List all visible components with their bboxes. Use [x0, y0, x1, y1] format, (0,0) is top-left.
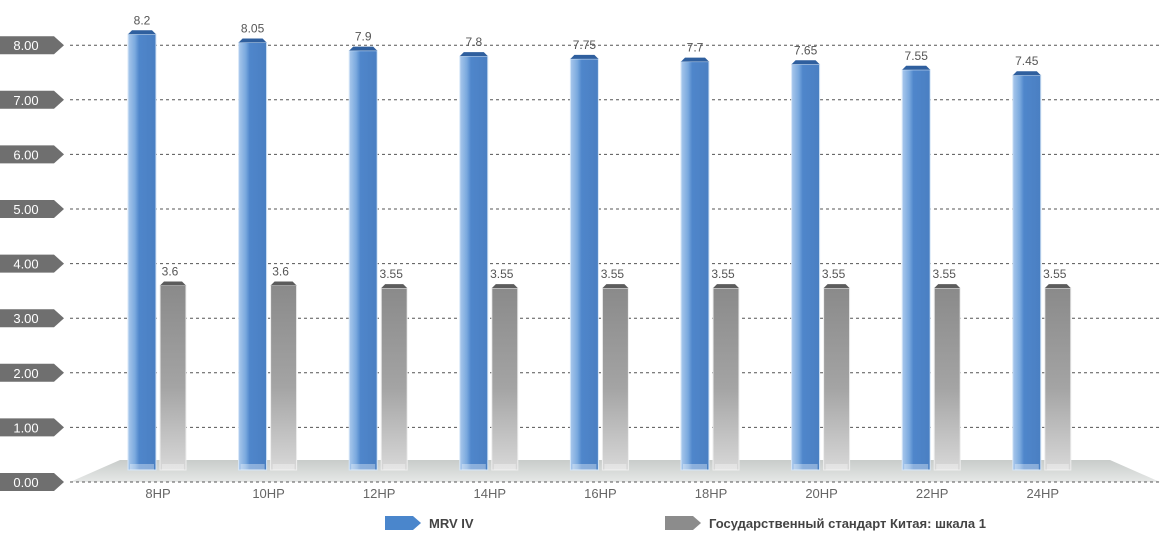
- bar-mrv-iv: [459, 52, 489, 471]
- y-tick-badge: [0, 473, 64, 491]
- legend-swatch: [385, 516, 421, 530]
- bar-mrv-iv: [348, 46, 378, 471]
- chart-floor: [70, 460, 1160, 482]
- data-label-china-standard: 3.6: [162, 264, 179, 278]
- data-label-china-standard: 3.55: [711, 267, 735, 281]
- y-tick-badge: [0, 363, 64, 382]
- y-tick-label: 4.00: [13, 257, 38, 272]
- data-label-mrv-iv: 7.65: [794, 43, 818, 57]
- x-tick-label: 14HP: [474, 486, 507, 501]
- x-tick-label: 18HP: [695, 486, 728, 501]
- legend-label: MRV IV: [429, 516, 474, 531]
- y-tick-label: 5.00: [13, 202, 38, 217]
- y-tick-label: 8.00: [13, 38, 38, 53]
- bar-mrv-iv: [127, 30, 157, 471]
- data-label-china-standard: 3.55: [380, 267, 404, 281]
- legend-item-china-standard: Государственный стандарт Китая: шкала 1: [665, 516, 986, 531]
- data-label-mrv-iv: 7.7: [687, 41, 704, 55]
- y-tick-label: 6.00: [13, 147, 38, 162]
- bar-china-standard: [712, 284, 740, 471]
- y-tick-badge: [0, 90, 64, 109]
- x-tick-label: 20HP: [805, 486, 838, 501]
- bar-china-standard: [159, 281, 187, 471]
- data-label-china-standard: 3.6: [272, 264, 289, 278]
- y-tick-badge: [0, 254, 64, 273]
- legend-label: Государственный стандарт Китая: шкала 1: [709, 516, 986, 531]
- y-tick-badge: [0, 36, 64, 55]
- y-tick-badge: [0, 418, 64, 437]
- y-tick-badge: [0, 145, 64, 164]
- y-tick-badge: [0, 309, 64, 328]
- data-label-china-standard: 3.55: [490, 267, 514, 281]
- data-label-china-standard: 3.55: [933, 267, 957, 281]
- data-label-mrv-iv: 7.75: [573, 38, 597, 52]
- y-tick-label: 0.00: [13, 475, 38, 490]
- legend-swatch: [665, 516, 701, 530]
- y-tick-label: 2.00: [13, 366, 38, 381]
- data-label-mrv-iv: 8.2: [134, 13, 151, 27]
- bar-mrv-iv: [238, 38, 268, 471]
- data-label-china-standard: 3.55: [822, 267, 846, 281]
- bar-china-standard: [601, 284, 629, 471]
- bar-china-standard: [270, 281, 298, 471]
- y-tick-label: 1.00: [13, 420, 38, 435]
- y-tick-badge: [0, 200, 64, 218]
- bar-mrv-iv: [791, 60, 821, 471]
- x-tick-label: 10HP: [252, 486, 285, 501]
- data-label-china-standard: 3.55: [1043, 267, 1067, 281]
- bar-mrv-iv: [680, 57, 710, 471]
- x-tick-label: 12HP: [363, 486, 396, 501]
- bar-mrv-iv: [901, 65, 931, 471]
- data-label-mrv-iv: 7.9: [355, 30, 372, 44]
- x-tick-label: 8HP: [145, 486, 170, 501]
- bar-china-standard: [823, 284, 851, 471]
- data-label-mrv-iv: 7.8: [465, 35, 482, 49]
- bar-china-standard: [1044, 284, 1072, 471]
- x-tick-label: 16HP: [584, 486, 617, 501]
- legend-item-mrv-iv: MRV IV: [385, 516, 474, 531]
- data-label-mrv-iv: 7.45: [1015, 54, 1039, 68]
- bar-mrv-iv: [1012, 71, 1042, 471]
- bar-china-standard: [380, 284, 408, 471]
- y-tick-label: 3.00: [13, 311, 38, 326]
- y-tick-label: 7.00: [13, 93, 38, 108]
- x-tick-label: 24HP: [1027, 486, 1060, 501]
- bar-china-standard: [491, 284, 519, 471]
- data-label-china-standard: 3.55: [601, 267, 625, 281]
- bar-china-standard: [933, 284, 961, 471]
- data-label-mrv-iv: 7.55: [905, 49, 929, 63]
- bar-mrv-iv: [569, 54, 599, 471]
- x-tick-label: 22HP: [916, 486, 949, 501]
- data-label-mrv-iv: 8.05: [241, 21, 265, 35]
